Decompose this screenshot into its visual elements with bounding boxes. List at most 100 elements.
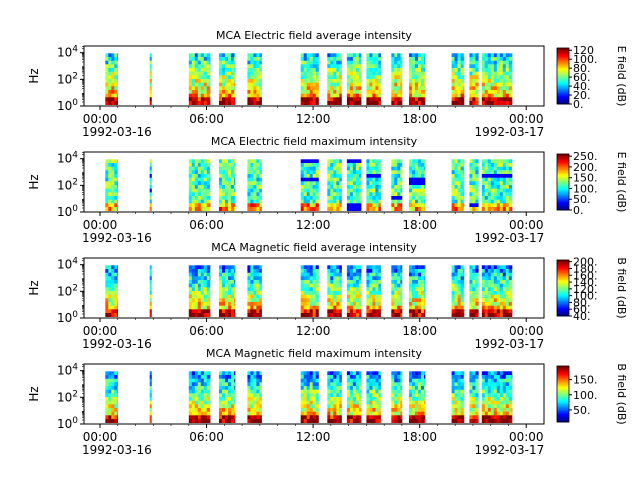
spectrogram-cell [315, 207, 319, 211]
spectrogram-cell [231, 415, 235, 420]
spectrogram-cell [502, 207, 507, 211]
spectrogram-cell [194, 177, 199, 182]
spectrogram-cell [330, 57, 334, 61]
spectrogram-cell [259, 174, 262, 178]
spectrogram-cell [330, 375, 334, 379]
spectrogram-cell [484, 207, 489, 211]
spectrogram-cell [188, 378, 193, 383]
spectrogram-cell [481, 53, 486, 58]
spectrogram-cell [378, 382, 381, 387]
spectrogram-cell [300, 60, 304, 65]
spectrogram-cell [234, 283, 236, 288]
spectrogram-cell [352, 287, 357, 292]
spectrogram-cell [511, 86, 513, 91]
spectrogram-cell [511, 166, 513, 171]
spectrogram-cell [375, 57, 379, 61]
spectrogram-cell [409, 393, 413, 398]
spectrogram-cell [346, 397, 351, 401]
spectrogram-cell [209, 97, 211, 102]
spectrogram-cell [188, 411, 193, 416]
spectrogram-cell [412, 265, 416, 270]
spectrogram-cell [394, 393, 398, 398]
spectrogram-cell [409, 192, 413, 197]
spectrogram-cell [409, 386, 413, 390]
spectrogram-cell [484, 397, 489, 401]
spectrogram-cell [508, 163, 513, 167]
spectrogram-cell [339, 276, 342, 281]
y-tick-label: 102 [57, 389, 78, 404]
spectrogram-cell [315, 389, 319, 394]
spectrogram-cell [191, 188, 196, 193]
spectrogram-cell [315, 313, 319, 317]
spectrogram-cell [105, 400, 109, 405]
spectrogram-cell [339, 419, 342, 423]
spectrogram-cell [409, 269, 413, 273]
spectrogram-cell [475, 93, 479, 98]
spectrogram-cell [234, 298, 236, 303]
spectrogram-cell [481, 97, 486, 102]
spectrogram-cell [312, 305, 316, 310]
spectrogram-cell [250, 71, 254, 76]
spectrogram-cell [378, 177, 381, 182]
spectrogram-cell [188, 203, 193, 208]
spectrogram-cell [454, 283, 458, 288]
spectrogram-cell [352, 419, 357, 423]
spectrogram-cell [194, 404, 199, 409]
spectrogram-cell [499, 415, 504, 420]
spectrogram-cell [454, 199, 458, 204]
spectrogram-cell [394, 411, 398, 416]
spectrogram-cell [231, 174, 235, 178]
spectrogram-cell [499, 371, 504, 376]
spectrogram-cell [203, 411, 208, 416]
spectrogram-cell [424, 276, 426, 281]
spectrogram-cell [250, 163, 254, 167]
spectrogram-cell [508, 408, 513, 412]
spectrogram-cell [358, 280, 362, 284]
spectrogram-cell [352, 60, 357, 65]
spectrogram-cell [108, 93, 112, 98]
spectrogram-cell [499, 185, 504, 189]
spectrogram-cell [349, 188, 354, 193]
spectrogram-cell [303, 302, 307, 306]
spectrogram-cell [200, 400, 205, 405]
spectrogram-cell [259, 382, 262, 387]
spectrogram-cell [191, 163, 196, 167]
spectrogram-cell [200, 378, 205, 383]
spectrogram-cell [247, 419, 251, 423]
spectrogram-cell [149, 265, 152, 270]
spectrogram-cell [358, 272, 362, 277]
spectrogram-cell [469, 419, 473, 423]
spectrogram-cell [366, 404, 370, 409]
colorbar-step [557, 413, 569, 416]
spectrogram-cell [375, 97, 379, 102]
spectrogram-cell [339, 305, 342, 310]
spectrogram-cell [111, 75, 115, 80]
spectrogram-cell [117, 196, 118, 200]
spectrogram-cell [327, 411, 331, 416]
spectrogram-cell [372, 419, 376, 423]
spectrogram-cell [312, 203, 316, 208]
spectrogram-cell [481, 298, 486, 303]
spectrogram-cell [349, 170, 354, 175]
spectrogram-cell [306, 159, 310, 164]
spectrogram-cell [206, 163, 211, 167]
spectrogram-cell [209, 287, 211, 292]
spectrogram-cell [339, 53, 342, 58]
spectrogram-cell [231, 280, 235, 284]
spectrogram-cell [475, 287, 479, 292]
spectrogram-cell [460, 302, 464, 306]
spectrogram-cell [355, 375, 360, 379]
spectrogram-cell [358, 166, 362, 171]
spectrogram-cell [475, 86, 479, 91]
spectrogram-cell [234, 207, 236, 211]
spectrogram-cell [111, 188, 115, 193]
spectrogram-cell [336, 375, 340, 379]
spectrogram-cell [306, 411, 310, 416]
spectrogram-cell [472, 199, 476, 204]
spectrogram-cell [397, 196, 401, 200]
x-tick-label: 00:00 [83, 324, 118, 338]
spectrogram-cell [108, 181, 112, 186]
colorbar-step [557, 99, 569, 102]
spectrogram-cell [463, 265, 465, 270]
spectrogram-cell [372, 280, 376, 284]
